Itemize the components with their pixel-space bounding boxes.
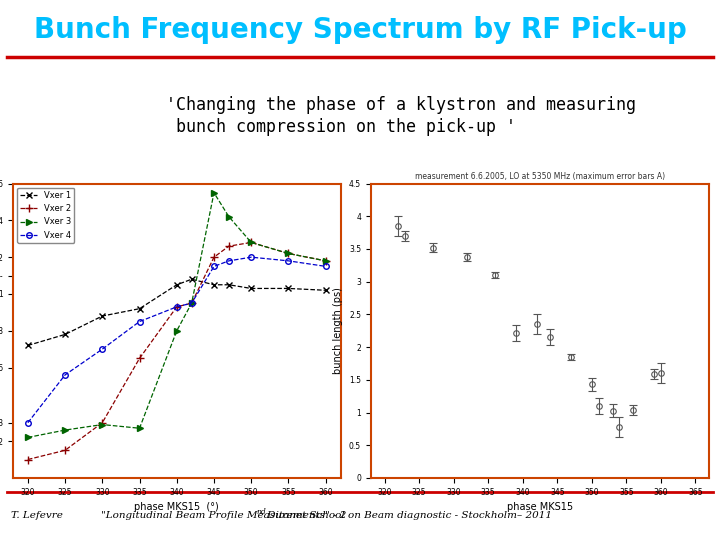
- Vxer 1: [225, 281, 233, 288]
- Vxer 2: [60, 447, 69, 454]
- Legend: Vxer 1, Vxer 2, Vxer 3, Vxer 4: Vxer 1, Vxer 2, Vxer 3, Vxer 4: [17, 188, 74, 243]
- Y-axis label: bunch length (ps): bunch length (ps): [333, 287, 343, 374]
- Vxer 2: [321, 258, 330, 264]
- Vxer 2: [135, 355, 144, 362]
- Vxer 4: [210, 263, 218, 269]
- Vxer 1: [210, 281, 218, 288]
- Vxer 3: [187, 300, 196, 306]
- Vxer 2: [284, 250, 293, 256]
- Vxer 1: [247, 285, 256, 292]
- Vxer 4: [135, 318, 144, 325]
- Text: T. Lefevre: T. Lefevre: [11, 511, 63, 520]
- Line: Vxer 3: Vxer 3: [25, 190, 328, 440]
- Vxer 3: [321, 258, 330, 264]
- Vxer 4: [321, 263, 330, 269]
- Vxer 4: [187, 300, 196, 306]
- Vxer 3: [24, 434, 32, 441]
- Title: measurement 6.6.2005, LO at 5350 MHz (maximum error bars A): measurement 6.6.2005, LO at 5350 MHz (ma…: [415, 172, 665, 181]
- Vxer 1: [187, 276, 196, 282]
- Vxer 3: [98, 421, 107, 428]
- Vxer 3: [284, 250, 293, 256]
- Vxer 4: [60, 372, 69, 378]
- Vxer 3: [135, 425, 144, 431]
- Vxer 2: [225, 243, 233, 249]
- Vxer 2: [210, 254, 218, 260]
- Text: 'Changing the phase of a klystron and measuring: 'Changing the phase of a klystron and me…: [166, 96, 636, 114]
- Vxer 3: [60, 427, 69, 433]
- Vxer 2: [187, 300, 196, 306]
- Text: "Longitudinal Beam Profile Measurements" - 2: "Longitudinal Beam Profile Measurements"…: [101, 511, 346, 520]
- Line: Vxer 4: Vxer 4: [25, 254, 328, 426]
- X-axis label: phase MKS15: phase MKS15: [507, 502, 573, 512]
- Vxer 2: [172, 303, 181, 310]
- Vxer 2: [98, 420, 107, 426]
- Vxer 1: [98, 313, 107, 319]
- X-axis label: phase MKS15  (°): phase MKS15 (°): [135, 502, 219, 512]
- Text: Bunch Frequency Spectrum by RF Pick-up: Bunch Frequency Spectrum by RF Pick-up: [34, 16, 686, 44]
- Vxer 4: [24, 420, 32, 426]
- Text: bunch compression on the pick-up ': bunch compression on the pick-up ': [166, 118, 516, 136]
- Vxer 2: [24, 456, 32, 463]
- Vxer 1: [172, 281, 181, 288]
- Vxer 4: [225, 258, 233, 264]
- Text: nd: nd: [256, 508, 266, 516]
- Vxer 4: [172, 303, 181, 310]
- Vxer 3: [225, 213, 233, 220]
- Vxer 4: [284, 258, 293, 264]
- Vxer 3: [247, 239, 256, 246]
- Text: Ditanet School on Beam diagnostic - Stockholm– 2011: Ditanet School on Beam diagnostic - Stoc…: [264, 511, 552, 520]
- Vxer 3: [172, 327, 181, 334]
- Vxer 1: [321, 287, 330, 294]
- Vxer 1: [135, 306, 144, 312]
- Line: Vxer 1: Vxer 1: [24, 276, 329, 349]
- Vxer 1: [284, 285, 293, 292]
- Vxer 4: [98, 346, 107, 353]
- Vxer 4: [247, 254, 256, 260]
- Vxer 1: [24, 342, 32, 349]
- Line: Vxer 2: Vxer 2: [24, 238, 330, 464]
- Vxer 2: [247, 239, 256, 246]
- Vxer 3: [210, 190, 218, 196]
- Vxer 1: [60, 331, 69, 338]
